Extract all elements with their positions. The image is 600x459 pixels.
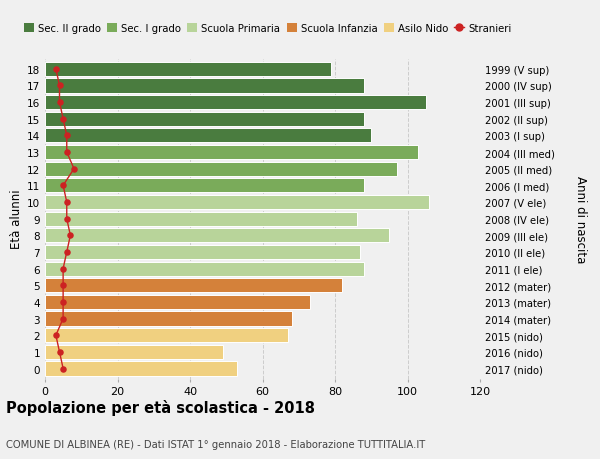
Point — [62, 199, 71, 206]
Bar — [45, 262, 364, 276]
Bar — [45, 146, 418, 160]
Point — [58, 365, 68, 372]
Bar — [45, 362, 237, 376]
Bar — [45, 345, 223, 359]
Bar — [45, 96, 425, 110]
Bar — [45, 246, 361, 259]
Bar — [45, 129, 371, 143]
Point — [58, 315, 68, 323]
Bar — [45, 79, 364, 93]
Point — [62, 133, 71, 140]
Bar — [45, 179, 364, 193]
Bar — [45, 329, 288, 342]
Point — [69, 166, 79, 173]
Point — [55, 348, 64, 356]
Bar — [45, 162, 397, 176]
Point — [58, 265, 68, 273]
Point — [62, 249, 71, 256]
Text: Popolazione per età scolastica - 2018: Popolazione per età scolastica - 2018 — [6, 399, 315, 415]
Point — [58, 116, 68, 123]
Point — [62, 149, 71, 157]
Point — [65, 232, 75, 240]
Bar — [45, 212, 357, 226]
Bar — [45, 295, 310, 309]
Point — [58, 182, 68, 190]
Y-axis label: Età alunni: Età alunni — [10, 190, 23, 249]
Point — [58, 298, 68, 306]
Bar — [45, 196, 429, 210]
Bar — [45, 112, 364, 127]
Bar — [45, 279, 342, 293]
Point — [55, 83, 64, 90]
Point — [62, 216, 71, 223]
Point — [55, 99, 64, 106]
Legend: Sec. II grado, Sec. I grado, Scuola Primaria, Scuola Infanzia, Asilo Nido, Stran: Sec. II grado, Sec. I grado, Scuola Prim… — [20, 20, 515, 38]
Y-axis label: Anni di nascita: Anni di nascita — [574, 176, 587, 263]
Point — [51, 332, 61, 339]
Bar — [45, 62, 331, 77]
Point — [51, 66, 61, 73]
Bar — [45, 229, 389, 243]
Bar — [45, 312, 292, 326]
Point — [58, 282, 68, 289]
Text: COMUNE DI ALBINEA (RE) - Dati ISTAT 1° gennaio 2018 - Elaborazione TUTTITALIA.IT: COMUNE DI ALBINEA (RE) - Dati ISTAT 1° g… — [6, 439, 425, 449]
